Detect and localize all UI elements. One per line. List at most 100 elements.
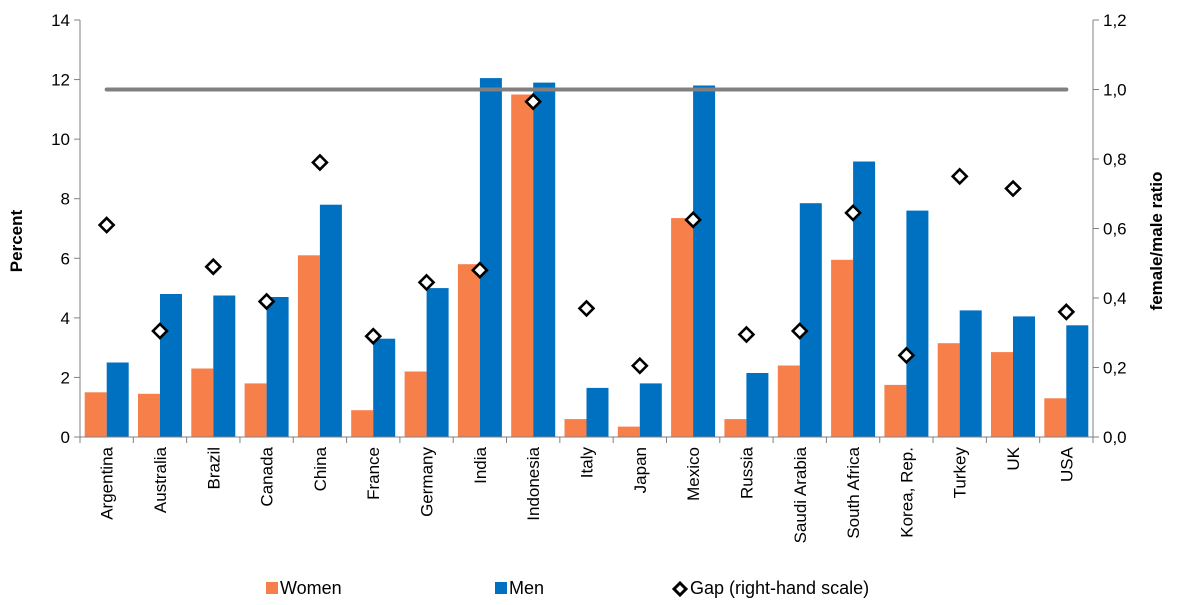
bar-women-4 [297, 255, 320, 437]
x-tick-label: Saudi Arabia [791, 446, 810, 543]
bar-women-16 [937, 343, 960, 437]
x-tick-label: Russia [737, 446, 756, 499]
y-left-tick-label: 0 [61, 428, 70, 447]
bars-layer [84, 78, 1089, 437]
bar-women-18 [1044, 398, 1067, 437]
x-tick-label: Indonesia [524, 446, 543, 520]
bar-men-10 [639, 383, 662, 437]
bar-women-6 [404, 371, 427, 437]
gap-marker-11 [684, 210, 702, 229]
gap-marker-12 [737, 325, 756, 344]
gap-marker-4 [311, 153, 329, 172]
gap-marker-5 [364, 327, 383, 346]
bar-women-9 [564, 419, 587, 437]
y-left-tick-label: 14 [51, 11, 70, 30]
y-right-tick-label: 0,2 [1103, 359, 1127, 378]
gap-marker-10 [630, 356, 649, 375]
legend: Women Men Gap (right-hand scale) [266, 578, 869, 598]
bar-women-10 [617, 426, 640, 437]
y-left-tick-label: 6 [61, 249, 70, 268]
x-tick-label: Italy [578, 447, 597, 479]
gap-marker-1 [151, 322, 169, 340]
bar-men-6 [426, 288, 449, 437]
bar-men-17 [1013, 316, 1035, 437]
bar-women-11 [671, 218, 694, 437]
bar-women-12 [724, 419, 747, 437]
bar-women-14 [831, 259, 854, 437]
bar-men-2 [213, 295, 236, 437]
y-right-tick-label: 0,6 [1103, 220, 1127, 239]
bar-men-4 [319, 204, 342, 437]
bar-men-15 [906, 210, 929, 437]
y-axis-left-title: Percent [7, 209, 26, 272]
gap-marker-9 [577, 299, 596, 318]
legend-swatch-women [266, 582, 278, 594]
tick-labels-layer: 0 2 4 6 8 10 12 14 0,0 0,2 0,4 0,6 0,8 1,0 1,2 Argentin… [51, 11, 1127, 543]
bar-women-5 [351, 410, 374, 437]
bar-women-15 [884, 384, 907, 437]
y-left-tick-label: 10 [51, 130, 70, 149]
y-left-tick-label: 12 [51, 71, 70, 90]
x-tick-label: Canada [258, 446, 277, 506]
x-tick-label: Korea, Rep. [897, 447, 916, 538]
y-right-tick-label: 0,8 [1103, 150, 1127, 169]
gap-marker-7 [471, 261, 489, 280]
bar-women-3 [244, 383, 267, 437]
bar-men-7 [479, 78, 502, 437]
y-left-tick-label: 2 [61, 368, 70, 387]
gap-marker-2 [204, 257, 223, 276]
x-tick-label: Australia [151, 446, 170, 513]
bar-men-9 [586, 387, 609, 437]
bar-men-14 [853, 161, 876, 437]
x-tick-label: France [364, 447, 383, 500]
x-tick-label: Brazil [204, 447, 223, 490]
gap-marker-17 [1004, 179, 1022, 198]
bar-men-12 [746, 373, 769, 437]
x-tick-label: Japan [631, 447, 650, 493]
bar-men-1 [160, 294, 182, 437]
x-tick-label: Argentina [98, 446, 117, 519]
bar-women-2 [191, 368, 214, 437]
legend-label-women: Women [280, 578, 342, 598]
gap-marker-13 [790, 322, 809, 340]
x-tick-label: India [471, 446, 490, 483]
gap-marker-18 [1057, 303, 1076, 321]
legend-swatch-men [495, 582, 507, 594]
y-right-tick-label: 0,4 [1103, 289, 1127, 308]
bar-men-11 [693, 85, 716, 437]
y-right-tick-label: 1,0 [1103, 81, 1127, 100]
bar-men-0 [106, 362, 129, 437]
bar-men-5 [373, 338, 396, 437]
gap-marker-0 [97, 216, 116, 234]
bar-women-17 [991, 352, 1013, 437]
x-tick-label: Mexico [684, 447, 703, 501]
bar-men-13 [799, 203, 822, 437]
y-left-tick-label: 8 [61, 190, 70, 209]
bar-women-7 [457, 264, 480, 437]
bar-women-1 [138, 393, 160, 437]
bar-women-0 [84, 392, 107, 437]
gap-marker-3 [257, 292, 276, 311]
x-tick-label: UK [1004, 446, 1023, 470]
gap-marker-6 [417, 273, 436, 292]
x-tick-label: Germany [418, 447, 437, 517]
gap-marker-16 [950, 167, 969, 186]
bar-women-13 [777, 365, 800, 437]
gap-marker-15 [897, 346, 916, 365]
gap-markers-layer [97, 92, 1076, 375]
bar-men-16 [959, 310, 982, 437]
y-right-tick-label: 1,2 [1103, 11, 1127, 30]
bar-men-18 [1066, 325, 1089, 437]
y-right-tick-label: 0,0 [1103, 428, 1127, 447]
legend-label-men: Men [509, 578, 544, 598]
x-tick-label: USA [1057, 446, 1076, 482]
x-tick-label: Turkey [951, 447, 970, 499]
axes-layer [74, 19, 1099, 443]
bar-women-8 [511, 94, 534, 437]
x-tick-label: China [311, 446, 330, 491]
gap-marker-8 [524, 92, 543, 111]
gap-marker-14 [844, 204, 862, 222]
x-tick-label: South Africa [844, 446, 863, 538]
bar-men-3 [266, 297, 289, 437]
